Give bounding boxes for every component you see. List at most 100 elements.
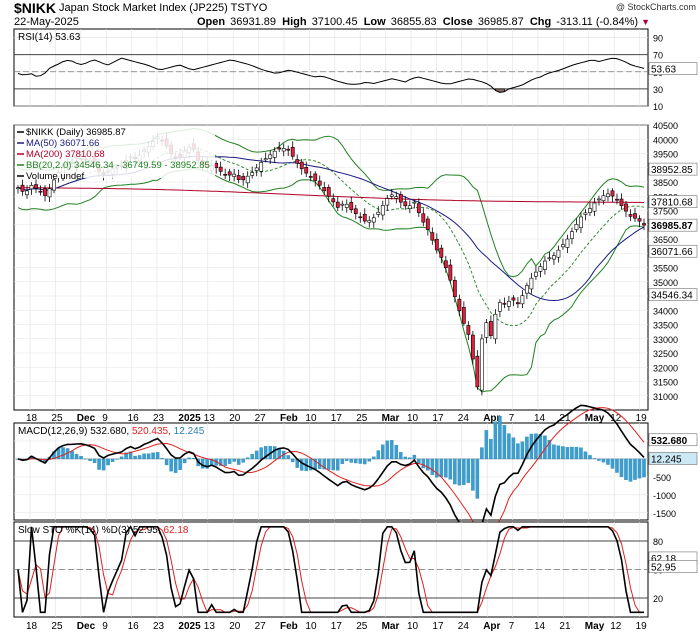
candle-body [29,185,34,190]
macd-histogram-bar [106,458,110,466]
candle-body [367,220,372,223]
candle-body [579,216,583,229]
candle-body [452,279,457,298]
macd-last-tag-box [648,433,698,447]
ohlc-summary: Open 36931.89 High 37100.45 Low 36855.83… [197,16,650,28]
price-x-tick-label: 20 [229,413,241,424]
candle-body [470,334,475,360]
price-tick-label: 33000 [653,335,678,345]
candle-body [295,159,300,164]
macd-histogram-bar [218,458,223,466]
candle-body [398,194,403,203]
candle-body [259,162,264,172]
candle-body [299,161,304,170]
bb-lower-tag: 34546.34 [651,291,693,302]
macd-histogram-bar [516,443,520,460]
index-full-name: Japan Stock Market Index (JP225) [59,2,228,14]
price-x-tick-label: 9 [102,413,108,424]
candle-body [425,218,430,230]
candle-body [497,302,502,312]
open-value: 36931.89 [230,16,277,28]
macd-histogram-bar [367,458,372,462]
sto-x-tick-label: 17 [432,621,444,632]
bb-lower-tag-box [648,288,698,301]
macd-histogram-bar [403,456,408,460]
candle-body [358,216,363,219]
macd-histogram-bar [241,458,245,463]
rsi-tick-label: 10 [653,102,663,112]
macd-histogram-bar [372,456,376,460]
price-x-tick-label: Dec [77,413,96,424]
macd-histogram-bar [534,433,538,460]
candle-body [389,194,394,197]
candle-body [263,158,268,161]
macd-histogram-bar [124,452,128,460]
macd-histogram-bar [453,458,457,485]
macd-histogram-bar [128,451,133,460]
macd-histogram-bar [142,453,146,460]
macd-histogram-bar [286,455,290,460]
ma200-line [18,187,645,203]
macd-histogram-bar [232,458,236,462]
macd-histogram-bar [633,458,637,480]
sto-x-tick-label: 25 [356,621,368,632]
price-x-tick-label: 18 [26,413,38,424]
rsi-tick-label: 70 [653,51,663,61]
candle-body [308,176,313,178]
candle-body [277,147,282,150]
rsi-tick-label: 90 [653,34,663,44]
macd-histogram-bar [236,458,241,465]
macd-histogram-bar [412,454,417,460]
candle-body [25,190,29,196]
macd-histogram-bar [299,458,304,471]
candle-body [511,297,516,301]
candle-body [525,285,529,294]
macd-histogram-bar [259,447,263,460]
macd-histogram-bar [525,436,529,460]
price-tick-label: 40000 [653,135,678,145]
sto-x-tick-label: Feb [280,621,298,632]
macd-histogram-bar [354,458,358,464]
macd-histogram-bar [583,451,588,460]
macd-histogram-bar [637,458,642,479]
candle-body [624,203,628,212]
macd-histogram-bar [511,437,516,460]
sto-x-tick-label: 19 [636,621,648,632]
price-tick-label: 37500 [653,207,678,217]
bb-upper-tag: 38952.85 [651,165,693,176]
candle-body [597,198,601,201]
macd-histogram-bar [88,458,92,461]
candle-body [227,171,232,176]
candle-body [403,201,408,207]
macd-histogram-bar [588,455,592,460]
macd-histogram-bar [570,446,574,460]
candle-body [484,322,489,338]
candle-body [520,295,525,305]
macd-histogram-bar [160,458,164,460]
candle-body [556,249,561,258]
high-label: High [282,16,307,28]
chg-label: Chg [529,16,552,28]
macd-histogram-bar [173,458,178,473]
macd-histogram-bar [556,445,561,460]
macd-line [17,404,645,565]
sto-tick-label: 20 [653,594,663,604]
macd-histogram-bar [520,441,525,460]
candle-body [245,175,250,184]
macd-histogram-bar [466,458,471,483]
candle-body [448,264,453,281]
macd-hist-tag: 12.245 [651,454,682,465]
open-label: Open [196,16,226,28]
candle-body [371,217,376,223]
macd-histogram-bar [223,458,227,466]
candle-body [47,188,52,198]
macd-histogram-bar [498,416,502,460]
candle-body [574,224,579,230]
candle-body [515,302,520,305]
price-tick-label: 39500 [653,150,678,160]
candle-body [538,266,543,272]
macd-histogram-bar [83,458,88,460]
candle-body [322,187,327,192]
close-label: Close [442,16,473,28]
